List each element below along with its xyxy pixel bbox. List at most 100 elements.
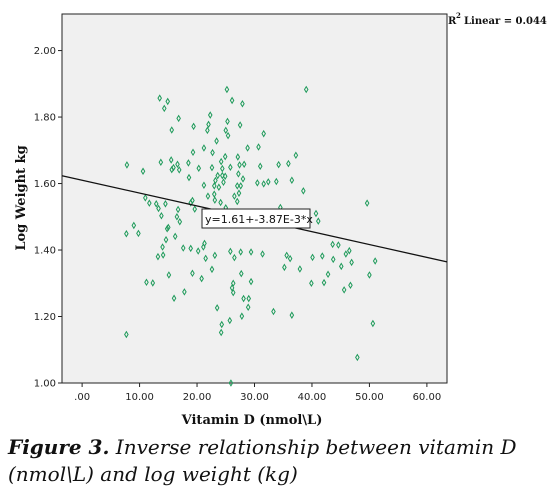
data-point: [261, 129, 266, 138]
y-tick-label: 2.00: [34, 46, 56, 57]
data-point: [367, 271, 372, 279]
data-point: [260, 250, 265, 258]
data-point: [228, 247, 233, 256]
x-tick-label: 30.00: [240, 392, 269, 403]
data-point: [236, 170, 241, 178]
data-point: [309, 279, 314, 288]
data-point: [218, 157, 224, 166]
data-point: [143, 194, 148, 202]
data-point: [238, 269, 244, 278]
data-point: [220, 164, 225, 173]
data-point: [274, 177, 279, 186]
data-point: [171, 294, 177, 302]
data-point: [237, 161, 242, 169]
data-point: [230, 288, 236, 297]
data-point: [188, 244, 194, 253]
data-point: [213, 176, 218, 185]
data-point: [289, 311, 295, 319]
data-point: [227, 316, 233, 325]
x-axis-title: Vitamin D (nmol\L): [181, 413, 323, 428]
data-point: [287, 254, 293, 263]
data-point: [248, 277, 254, 286]
data-point: [190, 148, 196, 157]
figure-caption: Figure 3. Inverse relationship between v…: [8, 434, 544, 488]
data-point: [196, 164, 202, 173]
data-point: [355, 353, 360, 362]
data-point: [301, 187, 306, 195]
data-point: [212, 196, 218, 204]
data-point: [160, 251, 166, 259]
data-point: [315, 217, 321, 225]
data-point: [205, 126, 210, 135]
data-point: [286, 159, 291, 168]
x-tick-label: 20.00: [183, 392, 212, 403]
data-point: [349, 258, 354, 267]
data-point: [176, 166, 182, 174]
data-point: [166, 223, 171, 232]
data-point: [336, 241, 341, 249]
data-point: [165, 97, 171, 106]
data-point: [202, 239, 207, 248]
data-point: [248, 248, 254, 256]
data-point: [216, 183, 222, 191]
data-point: [228, 379, 234, 387]
data-point: [186, 159, 191, 167]
data-point: [261, 180, 266, 188]
data-point: [203, 254, 208, 263]
data-point: [166, 271, 172, 279]
data-point: [245, 303, 251, 311]
data-point: [124, 229, 129, 238]
data-point: [343, 250, 349, 258]
data-point: [157, 94, 162, 102]
data-point: [256, 143, 261, 151]
data-point: [240, 175, 246, 183]
data-point: [140, 167, 146, 176]
data-point: [321, 278, 327, 287]
data-point: [297, 265, 303, 273]
data-point: [156, 204, 161, 213]
svg-text:R: R: [448, 16, 457, 27]
data-point: [224, 85, 230, 94]
data-point: [177, 218, 183, 226]
y-tick-label: 1.00: [34, 379, 56, 390]
data-point: [246, 294, 252, 303]
data-point: [206, 120, 211, 129]
data-point: [164, 224, 170, 233]
data-point: [195, 247, 201, 255]
data-point: [201, 181, 207, 189]
data-point: [175, 160, 180, 169]
data-point: [168, 156, 174, 164]
data-point: [313, 209, 319, 218]
r2-label: R 2 Linear = 0.044: [448, 11, 547, 27]
data-point: [159, 212, 164, 220]
data-point: [238, 248, 243, 256]
x-tick-label: 10.00: [125, 392, 154, 403]
data-point: [370, 319, 376, 328]
data-point: [225, 131, 231, 140]
data-point: [228, 163, 233, 172]
data-point: [211, 182, 217, 190]
y-axis-title: Log Weight kg: [14, 145, 29, 250]
data-point: [236, 189, 242, 197]
x-tick-label: 50.00: [355, 392, 384, 403]
data-point: [271, 307, 276, 316]
equation-label-box: y=1.61+-3.87E-3*x: [201, 208, 313, 229]
data-point: [237, 121, 243, 129]
data-point: [310, 253, 315, 262]
x-tick-label: 40.00: [298, 392, 327, 403]
data-point: [289, 176, 295, 184]
data-point: [218, 328, 224, 337]
data-point: [338, 262, 344, 271]
data-point: [153, 200, 159, 208]
plot-area: [61, 13, 448, 384]
x-tick-label: .00: [74, 392, 90, 403]
data-point: [222, 172, 228, 180]
data-point: [255, 179, 260, 187]
data-point: [293, 151, 299, 160]
data-point: [144, 278, 149, 287]
data-point: [214, 137, 219, 145]
data-point: [238, 182, 243, 190]
data-point: [147, 199, 152, 207]
y-tick-label: 1.80: [34, 113, 56, 124]
caption-label: Figure 3.: [8, 435, 110, 459]
